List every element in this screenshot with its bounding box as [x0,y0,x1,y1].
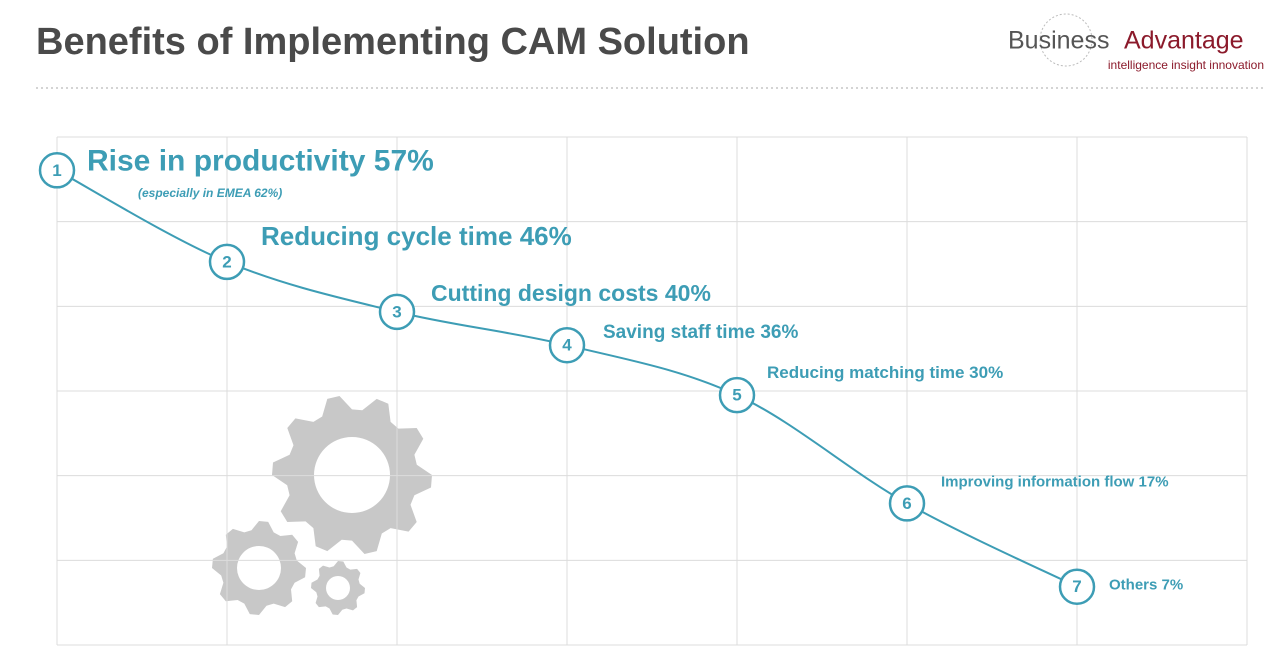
value-label: 36% [760,322,798,343]
value-label: 46% [520,221,572,251]
gear [311,561,365,615]
point-label: Reducing cycle time 46% [261,221,572,251]
point [888,485,926,522]
point [378,293,416,331]
point [208,243,246,281]
annotation: (especially in EMEA 62%) [138,186,282,200]
point-label: Rise in productivity 57% [87,144,434,177]
point-number: 3 [392,302,401,321]
logo-name: Advantage [1124,27,1244,55]
point-number: 2 [222,252,231,271]
category-label: Reducing matching time [767,364,964,383]
category-label: Others [1109,577,1157,594]
value-label: 7% [1162,577,1184,594]
point-label: Cutting design costs 40% [431,280,711,306]
point-label: Others 7% [1109,577,1183,594]
point-label: Improving information flow 17% [941,473,1169,490]
value-label: 57% [374,144,434,177]
value-label: 17% [1139,473,1169,490]
logo-globe [1039,13,1093,67]
category-label: Saving staff time [603,322,755,343]
value-label: 40% [665,280,711,306]
category-label: Rise in productivity [87,144,366,177]
category-label: Reducing cycle time [261,221,512,251]
point-label: Reducing matching time 30% [767,364,1003,383]
gears [212,396,432,615]
point [548,326,586,364]
point-label: Saving staff time 36% [603,322,799,343]
logo: Business Advantage intelligence insight … [1008,13,1264,72]
point [1058,568,1096,605]
point-number: 5 [732,386,741,405]
gear [212,521,306,615]
point-number: 7 [1072,577,1081,596]
value-label: 30% [969,364,1003,383]
category-label: Cutting design costs [431,280,658,306]
point [38,152,76,189]
logo-tagline: intelligence insight innovation [1108,58,1264,72]
slide-title: Benefits of Implementing CAM Solution [36,21,750,63]
point [718,376,756,414]
logo-name: Business [1008,27,1109,55]
point-number: 6 [902,494,911,513]
point-number: 4 [562,336,572,355]
point-number: 1 [52,161,61,180]
category-label: Improving information flow [941,473,1135,490]
gear [272,396,432,554]
